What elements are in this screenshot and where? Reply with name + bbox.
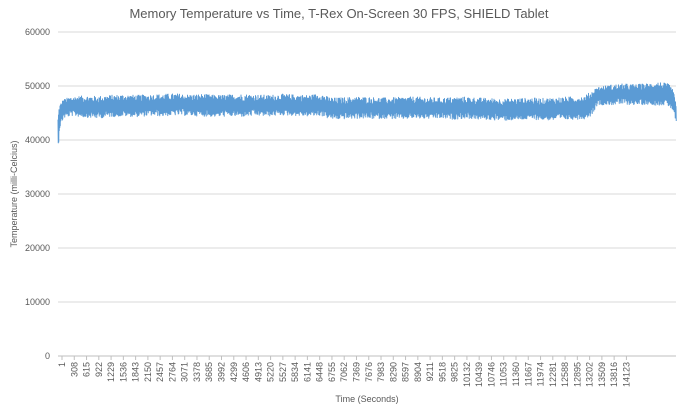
x-tick-label: 11360 xyxy=(511,362,521,386)
series-layer xyxy=(57,82,677,144)
x-tick-label: 9518 xyxy=(437,362,447,382)
x-tick-label: 7983 xyxy=(376,362,386,382)
x-tick-label: 8597 xyxy=(401,362,411,382)
x-tick-label: 5220 xyxy=(266,362,276,382)
x-tick-label: 2150 xyxy=(143,362,153,382)
x-tick-label: 7676 xyxy=(364,362,374,382)
x-tick-label: 12588 xyxy=(560,362,570,387)
y-tick-label: 0 xyxy=(45,351,50,361)
x-tick-label: 12895 xyxy=(572,362,582,387)
x-tick-label: 13816 xyxy=(609,362,619,387)
y-tick-label: 20000 xyxy=(25,243,50,253)
x-tick-label: 1229 xyxy=(106,362,116,382)
x-tick-label: 11053 xyxy=(499,362,509,386)
x-tick-label: 3378 xyxy=(192,362,202,382)
x-tick-label: 3071 xyxy=(180,362,190,382)
x-axis-ticks: 1 308 615 922 1229 1536 1843 2150 2457 2764 3071 33… xyxy=(57,356,631,387)
x-tick-label: 4913 xyxy=(253,362,263,382)
y-tick-label: 60000 xyxy=(25,27,50,37)
x-tick-label: 1536 xyxy=(118,362,128,382)
x-tick-label: 11974 xyxy=(536,362,546,386)
x-tick-label: 13509 xyxy=(597,362,607,387)
x-tick-label: 1 xyxy=(57,362,67,367)
y-axis-title: Temperature (milli-Celcius) xyxy=(9,140,19,247)
y-tick-label: 10000 xyxy=(25,297,50,307)
x-axis-title: Time (Seconds) xyxy=(335,394,398,404)
x-tick-label: 5527 xyxy=(278,362,288,382)
x-tick-label: 10132 xyxy=(462,362,472,387)
y-tick-label: 30000 xyxy=(25,189,50,199)
x-tick-label: 7369 xyxy=(351,362,361,382)
x-tick-label: 5834 xyxy=(290,362,300,382)
x-tick-label: 7062 xyxy=(339,362,349,382)
series-line-memory-temperature xyxy=(57,82,677,144)
x-tick-label: 9825 xyxy=(450,362,460,382)
x-tick-label: 2764 xyxy=(167,362,177,382)
x-tick-label: 10439 xyxy=(474,362,484,387)
y-tick-label: 50000 xyxy=(25,81,50,91)
x-tick-label: 6448 xyxy=(315,362,325,382)
x-tick-label: 6755 xyxy=(327,362,337,382)
x-tick-label: 8290 xyxy=(388,362,398,382)
x-tick-label: 8904 xyxy=(413,362,423,382)
x-tick-label: 3992 xyxy=(217,362,227,382)
x-tick-label: 922 xyxy=(94,362,104,377)
x-tick-label: 10746 xyxy=(486,362,496,387)
x-tick-label: 1843 xyxy=(131,362,141,382)
x-tick-label: 11667 xyxy=(523,362,533,386)
x-tick-label: 6141 xyxy=(302,362,312,382)
x-tick-label: 308 xyxy=(69,362,79,377)
y-tick-label: 40000 xyxy=(25,135,50,145)
y-axis-ticks: 0 10000 20000 30000 40000 50000 60000 xyxy=(25,27,50,361)
x-tick-label: 9211 xyxy=(425,362,435,381)
x-tick-label: 4299 xyxy=(229,362,239,382)
chart-title: Memory Temperature vs Time, T-Rex On-Scr… xyxy=(129,6,548,21)
x-tick-label: 2457 xyxy=(155,362,165,382)
x-tick-label: 3685 xyxy=(204,362,214,382)
grid-layer xyxy=(58,31,676,357)
x-tick-label: 4606 xyxy=(241,362,251,382)
x-tick-label: 13202 xyxy=(585,362,595,387)
x-tick-label: 615 xyxy=(82,362,92,377)
x-tick-label: 12281 xyxy=(548,362,558,387)
x-tick-label: 14123 xyxy=(621,362,631,387)
